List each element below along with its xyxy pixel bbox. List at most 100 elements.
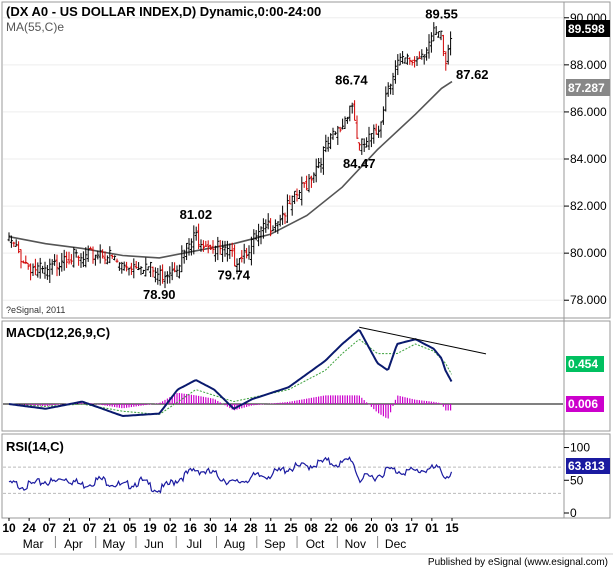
- rsi-title: RSI(14,C): [6, 439, 64, 454]
- price-bar: [165, 271, 169, 284]
- ma-last-value: 87.287: [568, 81, 605, 95]
- x-tick-label: 24: [22, 521, 36, 535]
- price-bar: [302, 182, 306, 188]
- price-bar: [341, 118, 345, 130]
- price-bar: [273, 219, 277, 233]
- price-bar: [53, 254, 57, 266]
- price-bar: [67, 251, 71, 265]
- price-bar: [98, 244, 102, 264]
- macd-title: MACD(12,26,9,C): [6, 325, 110, 340]
- price-annotation: 89.55: [425, 6, 458, 21]
- price-bar: [362, 138, 366, 152]
- price-bar: [163, 271, 167, 289]
- price-bar: [389, 83, 393, 95]
- price-bar: [307, 174, 311, 193]
- price-bar: [96, 250, 100, 260]
- price-bar: [180, 245, 184, 273]
- price-bar: [285, 194, 289, 223]
- last-price-callout: 89.598: [566, 20, 610, 37]
- price-bar: [257, 223, 261, 247]
- price-bar: [319, 157, 323, 173]
- price-bar: [403, 57, 407, 64]
- price-bar: [441, 34, 445, 57]
- price-bar: [36, 262, 40, 278]
- price-bar: [353, 100, 357, 121]
- price-bar: [317, 158, 321, 169]
- x-month-label: Jun: [144, 537, 163, 551]
- publisher-credit: Published by eSignal (www.esignal.com): [428, 557, 608, 568]
- price-bar: [252, 229, 256, 255]
- price-bar: [213, 245, 217, 262]
- price-bar: [218, 239, 222, 255]
- price-bar: [60, 252, 64, 272]
- price-bar: [276, 221, 280, 234]
- price-bar: [72, 247, 76, 268]
- price-bar: [120, 261, 124, 274]
- price-bar: [117, 262, 121, 271]
- x-month-label: Nov: [345, 537, 366, 551]
- price-bar: [449, 31, 453, 56]
- price-bar: [259, 226, 263, 245]
- x-tick-label: 28: [244, 521, 258, 535]
- price-bar: [240, 250, 244, 263]
- price-bar: [365, 137, 369, 148]
- price-bar: [391, 72, 395, 95]
- price-bar: [194, 226, 198, 241]
- price-bar: [84, 247, 88, 268]
- price-bar: [110, 254, 114, 259]
- price-bar: [21, 260, 25, 264]
- ma-value-callout: 87.287: [566, 79, 610, 96]
- price-bar: [264, 219, 268, 233]
- x-tick-label: 06: [345, 521, 359, 535]
- price-bar: [7, 232, 11, 242]
- rsi-tick-label: 50: [570, 473, 584, 487]
- price-tick-label: 84.000: [570, 152, 607, 166]
- price-bar: [204, 240, 208, 247]
- price-bar: [122, 261, 126, 271]
- price-bar: [338, 126, 342, 133]
- price-bar: [38, 257, 42, 279]
- price-bar: [177, 264, 181, 279]
- price-tick-label: 88.000: [570, 58, 607, 72]
- x-month-label: May: [102, 537, 125, 551]
- price-bar: [422, 54, 426, 65]
- x-month-label: Dec: [385, 537, 406, 551]
- price-bar: [24, 255, 28, 265]
- price-bar: [398, 53, 402, 66]
- rsi-panel: [1, 433, 611, 519]
- macd-last-value: 0.454: [568, 357, 598, 371]
- price-bar: [345, 116, 349, 124]
- credit-label: ?eSignal, 2011: [6, 305, 65, 315]
- price-bar: [434, 25, 438, 35]
- price-bar: [377, 125, 381, 138]
- ma-indicator-label: MA(55,C)e: [6, 20, 64, 34]
- rsi-tick-label: 0: [570, 506, 577, 520]
- price-bar: [141, 269, 145, 274]
- price-bar: [254, 230, 258, 241]
- price-bar: [31, 263, 35, 276]
- price-bar: [305, 175, 309, 191]
- macd-signal-line: [8, 339, 452, 416]
- price-bar: [26, 262, 30, 270]
- x-tick-label: 22: [325, 521, 339, 535]
- price-bar: [9, 235, 13, 248]
- x-tick-label: 14: [224, 521, 238, 535]
- price-bar: [360, 138, 364, 155]
- price-bar: [79, 253, 83, 268]
- x-tick-label: 30: [204, 521, 218, 535]
- price-bar: [309, 175, 313, 188]
- price-bar: [221, 240, 225, 263]
- price-bar: [237, 258, 241, 271]
- x-tick-label: 08: [304, 521, 318, 535]
- price-bar: [367, 126, 371, 150]
- price-bar: [437, 31, 441, 38]
- price-bar: [17, 241, 21, 254]
- macd-layer: [3, 326, 563, 419]
- price-bar: [113, 255, 117, 261]
- price-bar: [151, 266, 155, 278]
- x-tick-label: 03: [385, 521, 399, 535]
- price-bar: [343, 116, 347, 130]
- price-bar: [425, 47, 429, 61]
- x-tick-label: 07: [83, 521, 97, 535]
